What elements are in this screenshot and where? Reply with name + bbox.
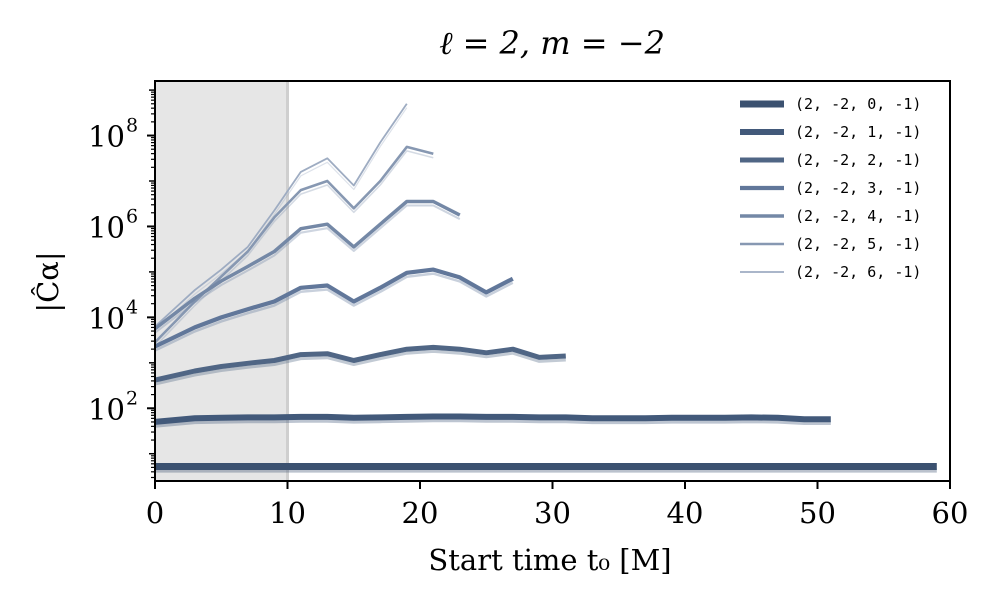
chart-title: ℓ = 2, m = −2 — [439, 24, 665, 62]
y-tick-exponent: 8 — [126, 115, 138, 137]
x-tick-label: 0 — [146, 496, 164, 530]
series-band-2 — [154, 349, 566, 386]
series-layer — [153, 103, 937, 473]
series-band-1 — [154, 418, 831, 428]
y-axis-label: |Ĉα| — [30, 251, 65, 312]
series-line-3 — [154, 267, 514, 349]
series-line-2 — [154, 344, 566, 383]
x-axis-label: Start time t₀ [M] — [428, 543, 671, 577]
series-line-1 — [154, 413, 831, 425]
legend: (2, -2, 0, -1) (2, -2, 1, -1) (2, -2, 2, -… — [740, 95, 921, 281]
series-line-4 — [153, 199, 461, 331]
y-tick-label: 10 — [88, 392, 125, 426]
series-band-3 — [154, 272, 514, 352]
series-band-6 — [154, 107, 408, 331]
series-band-4 — [154, 204, 461, 334]
series-line-6 — [154, 103, 408, 328]
legend-label: (2, -2, 6, -1) — [795, 263, 921, 281]
x-axis: 0 10 20 30 40 50 60 — [146, 481, 969, 530]
y-tick-label: 10 — [88, 301, 125, 335]
y-tick-exponent: 6 — [126, 205, 138, 227]
x-tick-label: 30 — [534, 496, 571, 530]
legend-label: (2, -2, 5, -1) — [795, 235, 921, 253]
legend-label: (2, -2, 3, -1) — [795, 179, 921, 197]
x-tick-label: 20 — [402, 496, 439, 530]
y-tick-exponent: 2 — [126, 387, 138, 409]
x-tick-label: 60 — [932, 496, 969, 530]
y-tick-label: 10 — [88, 210, 125, 244]
legend-label: (2, -2, 1, -1) — [795, 123, 921, 141]
legend-label: (2, -2, 2, -1) — [795, 151, 921, 169]
x-tick-label: 50 — [799, 496, 836, 530]
x-tick-label: 10 — [269, 496, 306, 530]
y-tick-label: 10 — [88, 120, 125, 154]
x-tick-label: 40 — [667, 496, 704, 530]
legend-label: (2, -2, 0, -1) — [795, 95, 921, 113]
legend-label: (2, -2, 4, -1) — [795, 207, 921, 225]
y-tick-exponent: 4 — [126, 296, 138, 318]
